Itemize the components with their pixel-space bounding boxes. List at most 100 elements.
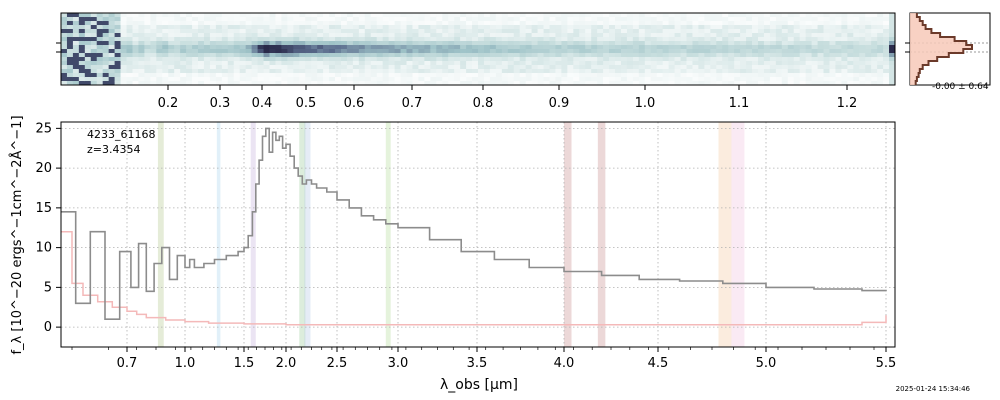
x-tick-label: 4.5 <box>648 356 669 371</box>
spectrum-2d-cell <box>507 73 515 78</box>
spectrum-2d-cell <box>162 61 169 66</box>
spectrum-2d-cell <box>162 49 169 54</box>
spectrum-2d-cell <box>78 57 86 62</box>
spectrum-2d-cell <box>513 65 521 70</box>
spectrum-2d-cell <box>96 77 104 82</box>
spectrum-2d-cell <box>495 77 503 82</box>
spectrum-2d-cell <box>632 37 640 42</box>
spectrum-2d-cell <box>382 25 390 30</box>
spectrum-2d-cell <box>656 81 664 86</box>
spectrum-2d-cell <box>394 61 401 66</box>
spectrum-2d-cell <box>299 61 306 66</box>
spectrum-2d-cell <box>585 57 592 62</box>
spectrum-2d-cell <box>889 65 896 70</box>
spectrum-2d-cell <box>865 65 872 70</box>
spectrum-2d-cell <box>889 25 896 30</box>
spectrum-2d-cell <box>674 41 681 46</box>
spectrum-2d-cell <box>775 81 783 86</box>
spectrum-2d-cell <box>478 61 485 66</box>
spectrum-2d-cell <box>156 57 163 62</box>
spectrum-2d-cell <box>728 17 735 22</box>
spectrum-2d-cell <box>424 37 431 42</box>
spectrum-2d-cell <box>793 81 801 86</box>
spectrum-2d-cell <box>877 61 884 66</box>
spectrum-2d-cell <box>364 61 372 66</box>
spectrum-2d-cell <box>865 49 872 54</box>
spectrum-2d-cell <box>597 73 604 78</box>
spectrum-2d-cell <box>245 73 253 78</box>
spectrum-2d-cell <box>61 61 68 66</box>
spectrum-2d-cell <box>144 49 151 54</box>
spectrum-2d-cell <box>394 25 401 30</box>
spectrum-2d-cell <box>156 65 163 70</box>
spectrum-2d-cell <box>454 61 461 66</box>
spectrum-2d-cell <box>364 45 372 50</box>
spectrum-2d-cell <box>66 53 74 58</box>
spectrum-2d-cell <box>775 77 783 82</box>
spectrum-2d-cell <box>454 13 461 18</box>
spectrum-2d-cell <box>186 33 193 38</box>
spectrum-2d-cell <box>66 17 74 22</box>
spectrum-2d-cell <box>483 73 491 78</box>
spectrum-2d-cell <box>823 77 830 82</box>
spectrum-2d-cell <box>382 57 390 62</box>
spectrum-2d-cell <box>853 77 860 82</box>
spectrum-2d-cell <box>609 21 616 26</box>
spectrum-2d-cell <box>61 45 68 50</box>
spectrum-2d-cell <box>710 73 717 78</box>
spectrum-2d-cell <box>209 81 217 86</box>
spectrum-2d-cell <box>251 73 258 78</box>
spectrum-2d-cell <box>597 17 604 22</box>
spectrum-1d-panel: 0.7 1.0 1.5 2.0 2.5 3.0 3.5 4.0 4.5 5.0 5.5 051015… <box>9 115 896 393</box>
spectrum-2d-cell <box>144 73 151 78</box>
spectrum-2d-cell <box>698 57 705 62</box>
spectrum-2d-cell <box>710 17 717 22</box>
spectrum-2d-cell <box>555 29 562 34</box>
spectrum-2d-cell <box>781 61 789 66</box>
spectrum-2d-cell <box>495 65 503 70</box>
spectrum-2d-cell <box>203 37 211 42</box>
spectrum-2d-cell <box>609 29 616 34</box>
spectrum-2d-cell <box>352 73 360 78</box>
spectrum-2d-cell <box>543 77 550 82</box>
spectrum-2d-cell <box>561 45 568 50</box>
spectrum-2d-cell <box>96 41 104 46</box>
spectrum-2d-cell <box>835 41 842 46</box>
spectrum-2d-cell <box>96 45 104 50</box>
spectrum-2d-cell <box>650 61 658 66</box>
spectrum-2d-cell <box>710 61 717 66</box>
spectrum-2d-cell <box>102 53 110 58</box>
spectrum-2d-cell <box>382 69 390 74</box>
shaded-band <box>731 122 745 347</box>
spectrum-2d-cell <box>186 21 193 26</box>
spectrum-2d-cell <box>227 77 235 82</box>
spectrum-2d-cell <box>704 29 711 34</box>
spectrum-2d-cell <box>674 33 681 38</box>
spectrum-2d-cell <box>632 45 640 50</box>
spectrum-2d-cell <box>198 61 205 66</box>
spectrum-2d-cell <box>746 45 753 50</box>
spectrum-2d-cell <box>84 61 92 66</box>
spectrum-2d-cell <box>752 37 759 42</box>
spectrum-2d-cell <box>710 25 717 30</box>
spectrum-2d-cell <box>519 21 527 26</box>
spectrum-2d-cell <box>233 33 241 38</box>
spectrum-2d-cell <box>763 21 771 26</box>
spectrum-2d-cell <box>519 33 527 38</box>
spectrum-2d-cell <box>293 13 300 18</box>
spectrum-2d-cell <box>835 65 842 70</box>
spectrum-2d-cell <box>174 57 181 62</box>
spectrum-2d-cell <box>513 69 521 74</box>
spectrum-2d-cell <box>841 37 848 42</box>
spectrum-2d-cell <box>245 25 253 30</box>
spectrum-2d-cell <box>811 17 818 22</box>
spectrum-2d-cell <box>132 57 139 62</box>
spectrum-2d-cell <box>198 41 205 46</box>
spectrum-2d-cell <box>781 49 789 54</box>
spectrum-2d-cell <box>805 45 812 50</box>
spectrum-2d-cell <box>638 49 646 54</box>
spectrum-2d-cell <box>734 29 741 34</box>
spectrum-2d-cell <box>752 61 759 66</box>
spectrum-2d-cell <box>865 37 872 42</box>
spectrum-2d-cell <box>817 17 824 22</box>
